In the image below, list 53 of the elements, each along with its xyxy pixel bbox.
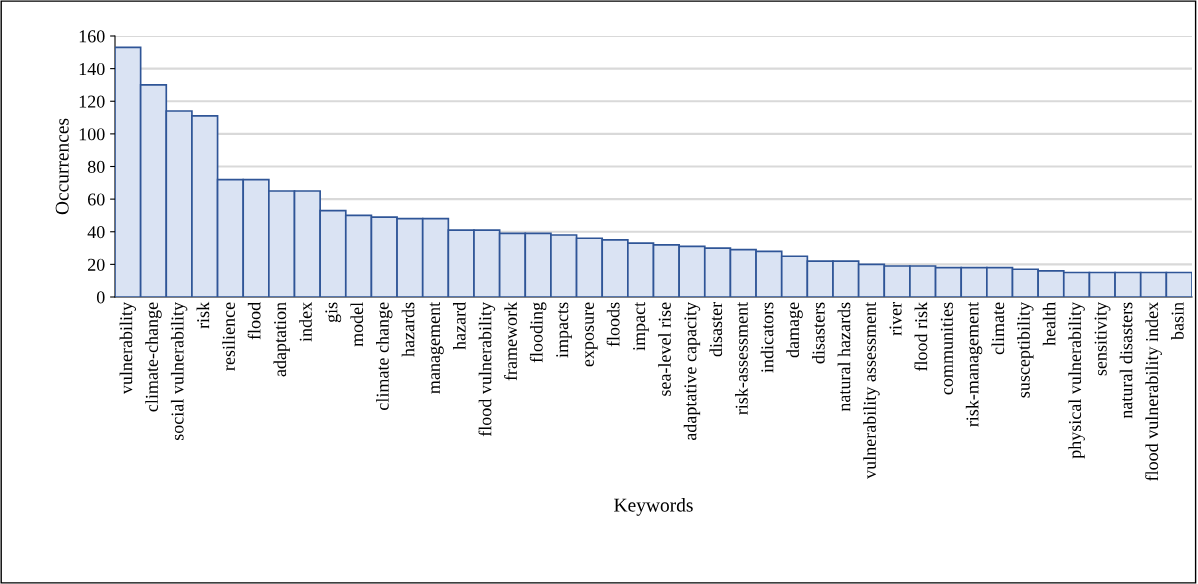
- x-tick-label: disaster: [709, 302, 723, 357]
- x-tick-label: basin: [1170, 302, 1184, 340]
- x-tick-label: damage: [786, 302, 803, 358]
- y-tick-label: 40: [87, 226, 105, 239]
- x-tick-label: flood vulnerability index: [1145, 302, 1162, 481]
- x-tick-label: disasters: [811, 302, 825, 364]
- x-tick-label: adaptative capacity: [683, 301, 701, 441]
- x-tick-label: exposure: [585, 302, 598, 367]
- x-tick-label: social vulnerability: [170, 301, 188, 441]
- x-tick-label: hazards: [401, 302, 415, 357]
- y-tick-label: 120: [79, 95, 105, 108]
- x-tick-label: gis: [325, 302, 342, 323]
- x-tick-label: management: [429, 301, 444, 394]
- x-tick-label: susceptibility: [1017, 301, 1034, 398]
- x-tick-label: flood risk: [914, 301, 928, 372]
- x-tick-label: impacts: [556, 302, 572, 358]
- x-tick-label: impact: [633, 301, 649, 351]
- y-tick-label: 0: [96, 291, 105, 304]
- x-tick-label: index: [299, 302, 312, 342]
- x-tick-label: risk: [196, 301, 210, 329]
- y-tick-label: 160: [79, 30, 105, 43]
- x-tick-label: risk-assessment: [735, 301, 748, 415]
- x-tick-label: flood vulnerability: [478, 301, 496, 437]
- x-tick-label: physical vulnerability: [1068, 301, 1085, 459]
- x-tick-label: adaptation: [273, 302, 290, 377]
- x-tick-label: model: [350, 302, 364, 347]
- x-tick-label: climate: [991, 302, 1005, 355]
- x-tick-label: hazard: [452, 302, 466, 350]
- x-tick-label: communities: [940, 302, 953, 395]
- x-tick-label: floods: [606, 302, 620, 347]
- x-tick-label: resilience: [222, 302, 235, 371]
- x-tick-label: sensitivity: [1094, 301, 1111, 376]
- x-tick-label: vulnerability assessment: [863, 301, 880, 479]
- y-tick-label: 20: [88, 258, 105, 271]
- y-tick-label: 60: [88, 193, 105, 206]
- x-tick-label: climate change: [376, 302, 393, 410]
- x-tick-label: indicators: [760, 302, 774, 373]
- x-tick-label: natural hazards: [837, 302, 851, 412]
- y-tick-label: 140: [79, 62, 105, 76]
- x-tick-label: vulnerability: [119, 301, 137, 395]
- x-tick-label: flood: [247, 302, 261, 340]
- x-tick-label: risk-management: [965, 301, 983, 427]
- x-tick-label: framework: [504, 301, 517, 381]
- x-tick-label: flooding: [529, 302, 547, 363]
- x-tick-label: climate-change: [145, 302, 162, 412]
- x-axis-title: Keywords: [614, 498, 693, 516]
- x-tick-label: natural disasters: [1119, 302, 1133, 419]
- x-tick-label: river: [889, 302, 902, 336]
- x-tick-label: sea-level rise: [658, 302, 671, 396]
- y-tick-label: 100: [79, 128, 105, 141]
- y-tick-label: 80: [87, 160, 105, 173]
- y-axis-title: Occurrences: [55, 118, 69, 215]
- x-tick-label: health: [1042, 302, 1056, 346]
